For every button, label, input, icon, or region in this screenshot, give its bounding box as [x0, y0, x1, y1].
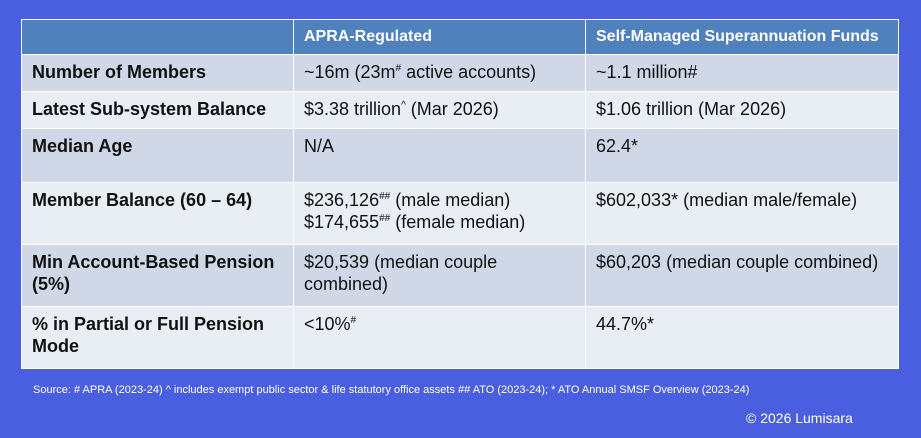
value-text-suffix: (female median) — [390, 212, 526, 232]
value-text: $3.38 trillion — [304, 99, 402, 119]
smsf-value-cell: $602,033* (median male/female) — [585, 182, 899, 245]
value-text: $602,033* (median male/female) — [596, 190, 858, 210]
apra-value-line: $20,539 (median couple combined) — [304, 251, 575, 295]
footnote-marker: # — [350, 315, 357, 326]
smsf-value-cell: $60,203 (median couple combined) — [585, 244, 899, 307]
apra-value-cell: $3.38 trillion^ (Mar 2026) — [293, 91, 586, 129]
value-text-suffix: (Mar 2026) — [405, 99, 499, 119]
copyright-notice: © 2026 Lumisara — [746, 410, 853, 426]
footnote-marker: ## — [379, 191, 391, 202]
apra-value-line: ~16m (23m# active accounts) — [304, 61, 575, 83]
table-row: Member Balance (60 – 64) $236,126## (male… — [21, 182, 899, 245]
value-text: 62.4* — [596, 136, 639, 156]
value-text: $1.06 trillion (Mar 2026) — [596, 99, 787, 119]
smsf-value-line: 44.7%* — [596, 313, 888, 335]
smsf-value-line: ~1.1 million# — [596, 61, 888, 83]
comparison-table-container: APRA-Regulated Self-Managed Superannuati… — [21, 19, 899, 369]
smsf-value-line: 62.4* — [596, 135, 888, 157]
footnote-marker: # — [395, 63, 402, 74]
header-cell-smsf: Self-Managed Superannuation Funds — [585, 19, 899, 55]
row-label: Member Balance (60 – 64) — [21, 182, 294, 245]
smsf-value-line: $602,033* (median male/female) — [596, 189, 888, 211]
footnote-marker: ^ — [401, 100, 406, 111]
table-row: Median Age N/A 62.4* — [21, 128, 899, 183]
smsf-value-cell: $1.06 trillion (Mar 2026) — [585, 91, 899, 129]
value-text-suffix: active accounts) — [401, 62, 537, 82]
value-text: $60,203 (median couple combined) — [596, 252, 879, 272]
value-text: $236,126 — [304, 190, 380, 210]
apra-value-line: $236,126## (male median) — [304, 189, 575, 211]
value-text: 44.7%* — [596, 314, 655, 334]
smsf-value-cell: ~1.1 million# — [585, 54, 899, 92]
smsf-value-cell: 62.4* — [585, 128, 899, 183]
smsf-value-line: $1.06 trillion (Mar 2026) — [596, 98, 888, 120]
value-text: ~16m (23m — [304, 62, 396, 82]
table-row: Number of Members ~16m (23m# active accou… — [21, 54, 899, 92]
value-text: $174,655 — [304, 212, 380, 232]
apra-value-line: $3.38 trillion^ (Mar 2026) — [304, 98, 575, 120]
value-text: <10% — [304, 314, 351, 334]
row-label: Number of Members — [21, 54, 294, 92]
value-text: ~1.1 million# — [596, 62, 698, 82]
smsf-value-cell: 44.7%* — [585, 306, 899, 369]
footnote-marker: ## — [379, 213, 391, 224]
value-text: N/A — [304, 136, 335, 156]
apra-value-line: <10%# — [304, 313, 575, 335]
apra-value-cell: $236,126## (male median) $174,655## (fema… — [293, 182, 586, 245]
header-row: APRA-Regulated Self-Managed Superannuati… — [21, 19, 899, 55]
table-row: Latest Sub-system Balance $3.38 trillion^… — [21, 91, 899, 129]
source-note: Source: # APRA (2023-24) ^ includes exem… — [33, 384, 750, 396]
apra-value-cell: ~16m (23m# active accounts) — [293, 54, 586, 92]
table-row: Min Account-Based Pension (5%) $20,539 (m… — [21, 244, 899, 307]
apra-value-cell: N/A — [293, 128, 586, 183]
header-cell-empty — [21, 19, 294, 55]
apra-value-cell: <10%# — [293, 306, 586, 369]
header-cell-apra: APRA-Regulated — [293, 19, 586, 55]
apra-value-line: $174,655## (female median) — [304, 211, 575, 233]
value-text: $20,539 (median couple combined) — [304, 252, 498, 294]
comparison-table: APRA-Regulated Self-Managed Superannuati… — [21, 19, 899, 369]
row-label: Min Account-Based Pension (5%) — [21, 244, 294, 307]
table-row: % in Partial or Full Pension Mode <10%# 44… — [21, 306, 899, 369]
value-text-suffix: (male median) — [390, 190, 511, 210]
apra-value-line: N/A — [304, 135, 575, 157]
row-label: Latest Sub-system Balance — [21, 91, 294, 129]
smsf-value-line: $60,203 (median couple combined) — [596, 251, 888, 273]
row-label: % in Partial or Full Pension Mode — [21, 306, 294, 369]
row-label: Median Age — [21, 128, 294, 183]
apra-value-cell: $20,539 (median couple combined) — [293, 244, 586, 307]
